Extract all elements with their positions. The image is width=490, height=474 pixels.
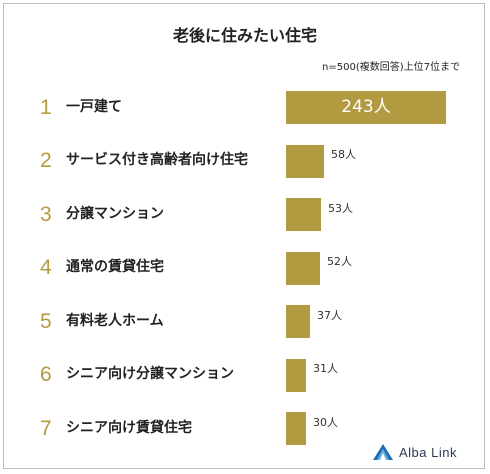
rank-number: 5 xyxy=(40,309,52,333)
rank-number: 4 xyxy=(40,256,52,279)
bar xyxy=(286,91,446,124)
category-label: 分譲マンション xyxy=(66,205,164,222)
chart-subtitle: n=500(複数回答)上位7位まで xyxy=(322,62,460,73)
brand-name: Alba Link xyxy=(399,444,457,460)
bar xyxy=(286,412,306,445)
bar xyxy=(286,358,306,392)
alba-link-logo-icon xyxy=(373,444,393,460)
category-label: 有料老人ホーム xyxy=(66,312,164,329)
bar xyxy=(286,144,324,178)
category-label: シニア向け賃貸住宅 xyxy=(66,419,192,436)
bar-value-label: 243人 xyxy=(341,97,391,117)
category-label: 通常の賃貸住宅 xyxy=(66,259,164,275)
bar-value-label: 37人 xyxy=(317,308,342,322)
rank-number: 1 xyxy=(40,95,52,119)
bar-value-label: 52人 xyxy=(327,255,352,268)
bar-value-label: 31人 xyxy=(313,362,338,375)
brand-logo: Alba Link xyxy=(372,443,457,461)
category-label: 一戸建て xyxy=(66,98,122,115)
bar xyxy=(286,305,310,338)
chart-frame xyxy=(3,3,485,469)
bar-value-label: 53人 xyxy=(328,201,353,215)
category-label: シニア向け分譲マンション xyxy=(66,366,234,382)
bar-value-label: 58人 xyxy=(331,148,356,161)
bar xyxy=(286,198,321,231)
rank-number: 2 xyxy=(40,149,52,172)
rank-number: 6 xyxy=(40,363,52,386)
rank-number: 7 xyxy=(40,416,52,440)
bar xyxy=(286,251,320,285)
category-label: サービス付き高齢者向け住宅 xyxy=(66,152,248,168)
bar-value-label: 30人 xyxy=(313,415,338,429)
chart-title: 老後に住みたい住宅 xyxy=(172,26,317,45)
rank-number: 3 xyxy=(40,202,52,226)
